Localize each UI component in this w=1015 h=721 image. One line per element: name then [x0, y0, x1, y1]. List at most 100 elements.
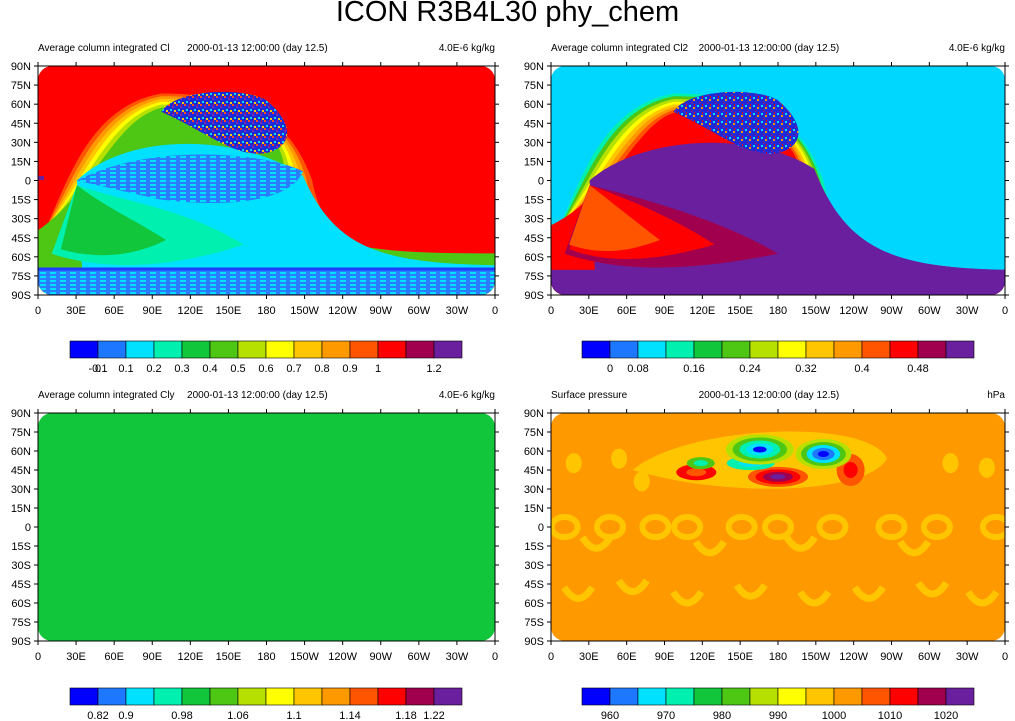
colorbar-swatch [293, 687, 323, 706]
lat-label: 0 [538, 522, 544, 534]
pressure-cell [579, 535, 614, 552]
pressure-cell [770, 474, 786, 480]
colorbar-swatch [237, 687, 267, 706]
lat-label: 0 [25, 176, 31, 188]
colorbar-swatch [777, 687, 807, 706]
colorbar-label: 1.2 [426, 363, 441, 375]
colorbar-label: 0.24 [739, 363, 760, 375]
colorbar-label: 0.4 [854, 363, 869, 375]
lon-label: 60W [918, 651, 941, 663]
lon-label: 0 [548, 305, 554, 317]
colorbar-swatch [721, 340, 751, 359]
lat-label: 15S [11, 195, 31, 207]
colorbar-label: 1000 [822, 710, 846, 721]
panel-date: 2000-01-13 12:00:00 (day 12.5) [187, 43, 328, 54]
colorbar-swatch [749, 687, 779, 706]
lat-label: 45N [524, 465, 544, 477]
panel-units: 4.0E-6 kg/kg [439, 43, 495, 54]
colorbar-swatch [181, 340, 211, 359]
colorbar-swatch [945, 340, 975, 359]
colorbar-label: 0.08 [627, 363, 648, 375]
colorbar-swatch [377, 687, 407, 706]
colorbar-swatch [69, 340, 99, 359]
colorbar-label: 1020 [934, 710, 958, 721]
colorbar-swatch [349, 340, 379, 359]
lon-label: 90W [880, 651, 903, 663]
lat-label: 75S [524, 617, 544, 629]
lon-label: 60W [408, 305, 431, 317]
lat-label: 30N [11, 137, 31, 149]
pressure-cell [693, 460, 708, 467]
pressure-cell [725, 514, 758, 540]
colorbar-swatch [209, 687, 239, 706]
pressure-cell [551, 514, 581, 540]
colorbar-swatch [777, 340, 807, 359]
colorbar-swatch [405, 687, 435, 706]
lat-label: 15N [524, 503, 544, 515]
lat-label: 90S [11, 290, 31, 302]
colorbar-label: 1.22 [423, 710, 444, 721]
colorbar-swatch [917, 340, 947, 359]
lat-label: 15S [524, 541, 544, 553]
colorbar-label: 0.9 [118, 710, 133, 721]
panel-title: Surface pressure [551, 390, 628, 401]
lat-label: 90S [524, 636, 544, 648]
pressure-cell [797, 589, 832, 607]
map-field [38, 66, 495, 295]
contour-band [551, 269, 1005, 295]
lon-label: 90W [369, 651, 392, 663]
lat-label: 30S [524, 560, 544, 572]
pressure-cell [978, 457, 995, 478]
colorbar-swatch [861, 687, 891, 706]
colorbar-swatch [321, 687, 351, 706]
lon-label: 90E [655, 651, 675, 663]
lat-label: 0 [538, 176, 544, 188]
panel-units: hPa [987, 390, 1005, 401]
pressure-cell [565, 453, 582, 474]
lat-label: 45N [524, 118, 544, 130]
colorbar-swatch [693, 687, 723, 706]
colorbar-swatch [405, 340, 435, 359]
lon-label: 120W [839, 651, 868, 663]
colorbar-label: 0.7 [286, 363, 301, 375]
colorbar-label: 0.98 [171, 710, 192, 721]
lon-label: 30E [579, 305, 599, 317]
lat-label: 30N [524, 484, 544, 496]
pressure-cell [671, 514, 704, 540]
colorbar: 0.82 0.9 0.98 1.06 1.1 1.14 1.18 1.22 [69, 687, 463, 721]
colorbar-swatch [609, 340, 639, 359]
lat-label: 60N [11, 446, 31, 458]
pressure-cell [817, 451, 830, 458]
colorbar: 960 970 980 990 1000 1010 1020 [581, 687, 975, 721]
colorbar-label: 980 [713, 710, 731, 721]
lat-label: 90N [524, 61, 544, 73]
pressure-cell [979, 514, 1005, 540]
colorbar-swatch [581, 340, 611, 359]
colorbar-label: 1010 [878, 710, 902, 721]
colorbar-swatch [805, 687, 835, 706]
colorbar-swatch [293, 340, 323, 359]
colorbar-label: 960 [601, 710, 619, 721]
lat-label: 15N [11, 503, 31, 515]
panel-title: Average column integrated Cl [38, 43, 170, 54]
lon-label: 150E [727, 305, 753, 317]
pressure-cell [783, 535, 818, 552]
lon-label: 150W [290, 305, 319, 317]
noise-patch [673, 91, 799, 154]
lon-label: 60E [104, 651, 124, 663]
lon-label: 120W [839, 305, 868, 317]
colorbar-swatch [833, 340, 863, 359]
map-field [551, 413, 1005, 641]
contour-band [569, 185, 660, 252]
lon-label: 180 [769, 305, 787, 317]
lon-label: 180 [257, 651, 275, 663]
pressure-cell [733, 583, 768, 600]
lon-label: 90E [142, 651, 162, 663]
lon-label: 60E [617, 651, 637, 663]
colorbar-label: 0.5 [230, 363, 245, 375]
lon-label: 90E [655, 305, 675, 317]
colorbar-swatch [181, 687, 211, 706]
lon-label: 60W [408, 651, 431, 663]
contour-band [60, 185, 166, 256]
lon-label: 0 [1002, 651, 1008, 663]
